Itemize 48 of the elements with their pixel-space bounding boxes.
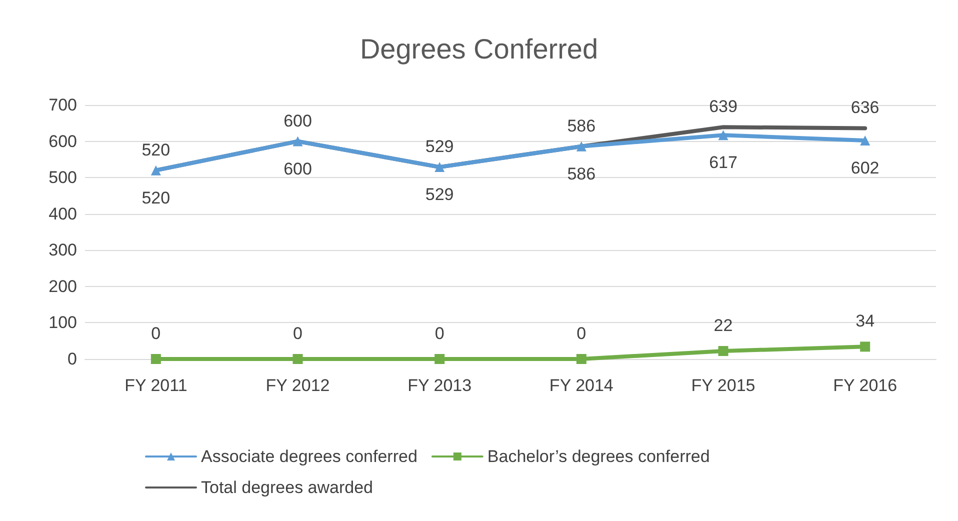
x-tick-label: FY 2013	[408, 376, 472, 395]
y-tick-label: 100	[48, 313, 77, 332]
point	[150, 165, 161, 176]
point	[718, 346, 728, 356]
data-label: 0	[293, 324, 302, 343]
data-label: 617	[709, 153, 738, 172]
data-label: 636	[850, 98, 880, 118]
data-label: 600	[284, 111, 312, 130]
x-tick-label: FY 2016	[833, 376, 898, 395]
data-label: 0	[576, 324, 586, 343]
point	[150, 354, 161, 364]
point	[860, 342, 870, 352]
x-tick-label: FY 2011	[124, 376, 188, 395]
point	[434, 354, 445, 364]
y-tick-label: 400	[48, 204, 77, 224]
y-tick-label: 500	[48, 168, 77, 188]
y-tick-label: 600	[48, 132, 77, 151]
data-label: 639	[709, 97, 738, 116]
point	[434, 162, 445, 172]
y-tick-label: 300	[48, 240, 77, 260]
x-tick-label: FY 2012	[266, 376, 330, 395]
y-tick-label: 700	[48, 96, 77, 114]
data-label: 0	[151, 324, 161, 343]
legend-label: Total degrees awarded	[201, 478, 374, 497]
point	[718, 130, 728, 140]
x-tick-label: FY 2015	[691, 376, 756, 395]
data-label: 586	[567, 164, 596, 184]
point	[292, 354, 303, 364]
data-label: 34	[856, 312, 875, 331]
data-label: 602	[850, 158, 880, 178]
data-label: 529	[425, 137, 454, 156]
point	[292, 136, 303, 146]
point	[860, 136, 870, 146]
data-label: 600	[284, 159, 312, 178]
legend-label: Associate degrees conferred	[201, 447, 418, 466]
x-tick-label: FY 2014	[549, 376, 614, 395]
y-tick-label: 200	[48, 276, 77, 296]
data-label: 586	[567, 116, 596, 136]
data-label: 0	[434, 324, 444, 343]
y-tick-label: 0	[68, 350, 77, 368]
data-label: 520	[142, 188, 170, 208]
point	[576, 141, 586, 152]
data-label: 520	[142, 140, 170, 160]
data-label: 22	[714, 316, 733, 336]
chart-title: Degrees Conferred	[360, 34, 598, 64]
legend-label: Bachelor’s degrees conferred	[487, 447, 710, 466]
data-label: 529	[425, 185, 454, 204]
point	[576, 354, 586, 364]
